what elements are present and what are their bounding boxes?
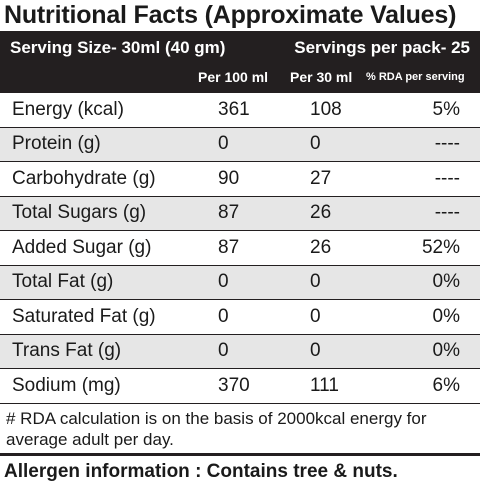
- table-row: Protein (g) 0 0 ----: [0, 127, 480, 162]
- value-rda: 52%: [421, 236, 460, 258]
- value-rda: ----: [434, 202, 460, 224]
- value-per-100ml: 0: [218, 305, 229, 327]
- value-per-30ml: 0: [310, 133, 321, 155]
- allergen-information: Allergen information : Contains tree & n…: [4, 461, 398, 482]
- table-row: Total Sugars (g) 87 26 ----: [0, 196, 480, 231]
- table-row: Energy (kcal) 361 108 5%: [0, 93, 480, 128]
- value-per-30ml: 108: [310, 98, 342, 120]
- value-per-100ml: 370: [218, 374, 250, 396]
- value-rda: 0%: [432, 271, 460, 293]
- value-per-100ml: 0: [218, 133, 229, 155]
- value-per-30ml: 26: [310, 236, 332, 258]
- value-rda: ----: [434, 167, 460, 189]
- nutrient-name: Added Sugar (g): [12, 236, 152, 258]
- table-row: Carbohydrate (g) 90 27 ----: [0, 162, 480, 197]
- value-per-30ml: 27: [310, 167, 332, 189]
- value-rda: ----: [434, 133, 460, 155]
- value-rda: 0%: [432, 305, 460, 327]
- nutrient-name: Carbohydrate (g): [12, 167, 156, 189]
- table-row: Total Fat (g) 0 0 0%: [0, 265, 480, 300]
- nutrient-name: Total Fat (g): [12, 271, 114, 293]
- value-rda: 6%: [432, 374, 460, 396]
- column-header-per-100ml: Per 100 ml: [198, 69, 269, 85]
- table-row: Saturated Fat (g) 0 0 0%: [0, 300, 480, 335]
- table-row: Sodium (mg) 370 111 6%: [0, 369, 480, 404]
- table-header: Serving Size- 30ml (40 gm) Servings per …: [0, 31, 480, 93]
- servings-per-pack: Servings per pack- 25: [294, 38, 470, 57]
- value-per-100ml: 87: [218, 236, 240, 258]
- value-per-100ml: 87: [218, 202, 240, 224]
- nutrition-table-body: Energy (kcal) 361 108 5% Protein (g) 0 0…: [0, 93, 480, 404]
- column-header-rda: % RDA per serving: [366, 71, 465, 83]
- value-per-30ml: 111: [310, 374, 339, 396]
- table-title: Nutritional Facts (Approximate Values): [4, 1, 457, 29]
- nutrient-name: Trans Fat (g): [12, 340, 122, 362]
- nutrient-name: Total Sugars (g): [12, 202, 147, 224]
- value-per-100ml: 90: [218, 167, 240, 189]
- value-per-100ml: 0: [218, 271, 229, 293]
- value-per-30ml: 0: [310, 305, 321, 327]
- serving-size: Serving Size- 30ml (40 gm): [10, 38, 226, 57]
- table-row: Added Sugar (g) 87 26 52%: [0, 231, 480, 266]
- nutrient-name: Protein (g): [12, 133, 101, 155]
- column-header-per-30ml: Per 30 ml: [290, 69, 353, 85]
- table-row: Trans Fat (g) 0 0 0%: [0, 334, 480, 369]
- nutrient-name: Energy (kcal): [12, 98, 124, 120]
- value-rda: 0%: [432, 340, 460, 362]
- value-per-30ml: 26: [310, 202, 332, 224]
- nutrient-name: Saturated Fat (g): [12, 305, 156, 327]
- value-per-30ml: 0: [310, 340, 321, 362]
- value-per-30ml: 0: [310, 271, 321, 293]
- value-rda: 5%: [432, 98, 460, 120]
- rda-footnote: # RDA calculation is on the basis of 200…: [6, 409, 427, 449]
- value-per-100ml: 361: [218, 98, 250, 120]
- value-per-100ml: 0: [218, 340, 229, 362]
- section-divider: [0, 453, 480, 456]
- nutrient-name: Sodium (mg): [12, 374, 121, 396]
